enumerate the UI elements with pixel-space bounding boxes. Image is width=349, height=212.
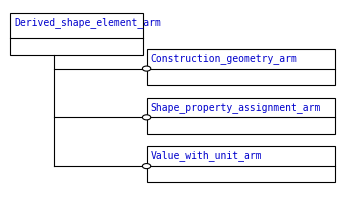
Bar [147, 49, 335, 85]
Text: Shape_property_assignment_arm: Shape_property_assignment_arm [151, 102, 321, 113]
Circle shape [142, 115, 151, 120]
Text: Construction_geometry_arm: Construction_geometry_arm [151, 53, 298, 64]
Text: Value_with_unit_arm: Value_with_unit_arm [151, 151, 262, 161]
Bar [147, 98, 335, 134]
Bar [10, 13, 143, 55]
Text: Derived_shape_element_arm: Derived_shape_element_arm [15, 17, 162, 28]
Circle shape [142, 66, 151, 71]
Circle shape [142, 164, 151, 169]
Bar [147, 146, 335, 182]
